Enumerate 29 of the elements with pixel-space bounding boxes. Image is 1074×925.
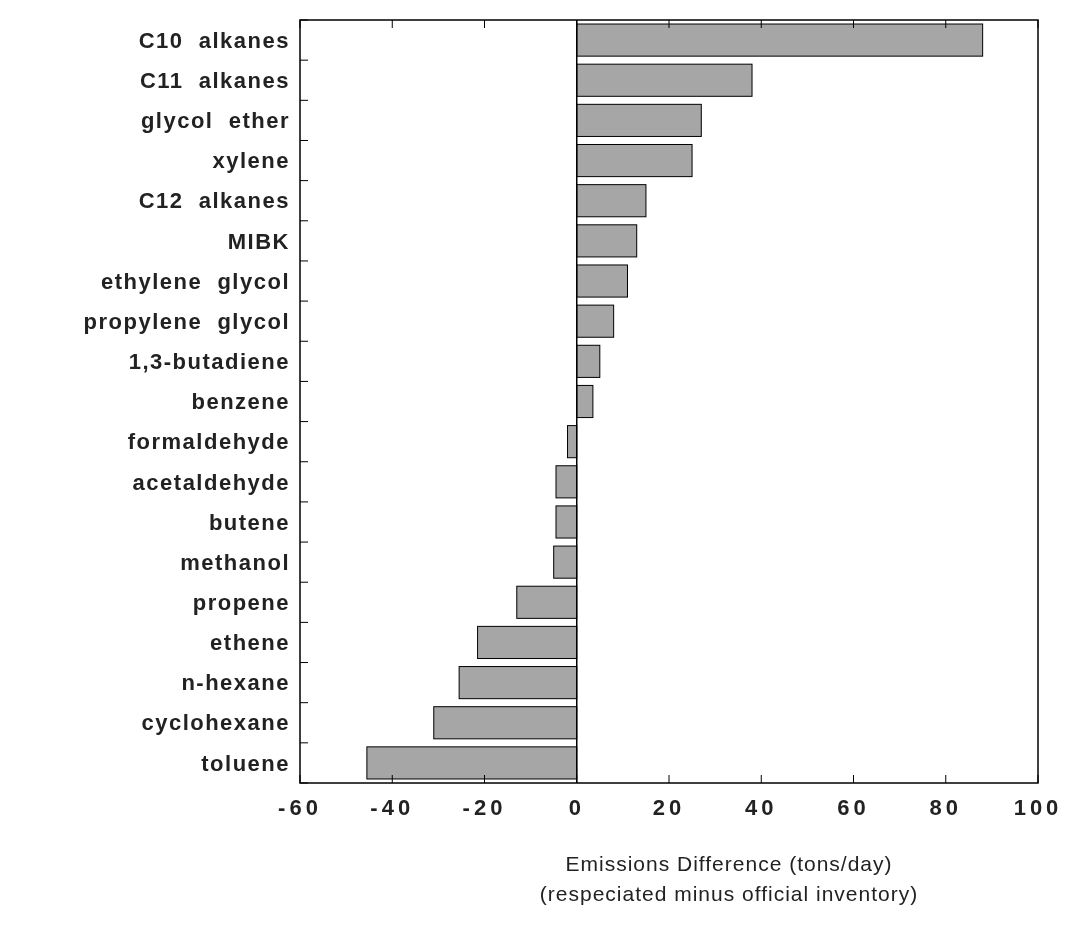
x-tick-label: 100 bbox=[1013, 795, 1063, 820]
y-tick-label: xylene bbox=[212, 148, 290, 174]
x-tick-label: -60 bbox=[278, 795, 322, 820]
y-tick-label: MIBK bbox=[227, 228, 290, 254]
y-tick-label: cyclohexane bbox=[141, 710, 290, 736]
y-tick-label: propene bbox=[192, 589, 290, 615]
y-tick-label: formaldehyde bbox=[127, 429, 290, 455]
y-tick-label: butene bbox=[208, 509, 290, 535]
y-tick-label: n-hexane bbox=[181, 670, 290, 696]
y-tick-label: acetaldehyde bbox=[132, 469, 290, 495]
x-tick-label: -40 bbox=[370, 795, 415, 820]
y-tick-label: glycol ether bbox=[140, 108, 290, 134]
y-tick-label: C12 alkanes bbox=[138, 188, 290, 214]
y-tick-label: propylene glycol bbox=[83, 308, 290, 334]
x-tick-label: 20 bbox=[652, 795, 686, 820]
x-axis-title: Emissions Difference (tons/day) (respeciated minus official inventory) bbox=[539, 852, 919, 905]
x-tick-label: 80 bbox=[929, 795, 962, 820]
x-tick-label: 40 bbox=[745, 795, 778, 820]
y-tick-label: benzene bbox=[191, 389, 290, 415]
y-tick-label: 1,3-butadiene bbox=[128, 349, 290, 375]
x-tick-label: 60 bbox=[837, 795, 870, 820]
x-tick-label: 0 bbox=[568, 795, 585, 820]
y-tick-label: C11 alkanes bbox=[139, 67, 290, 93]
y-tick-label: ethylene glycol bbox=[100, 268, 290, 294]
y-tick-label: ethene bbox=[210, 630, 290, 656]
y-tick-label: toluene bbox=[201, 750, 290, 776]
x-tick-label: -20 bbox=[462, 795, 507, 820]
y-tick-label: methanol bbox=[180, 549, 290, 575]
y-tick-label: C10 alkanes bbox=[138, 27, 290, 53]
